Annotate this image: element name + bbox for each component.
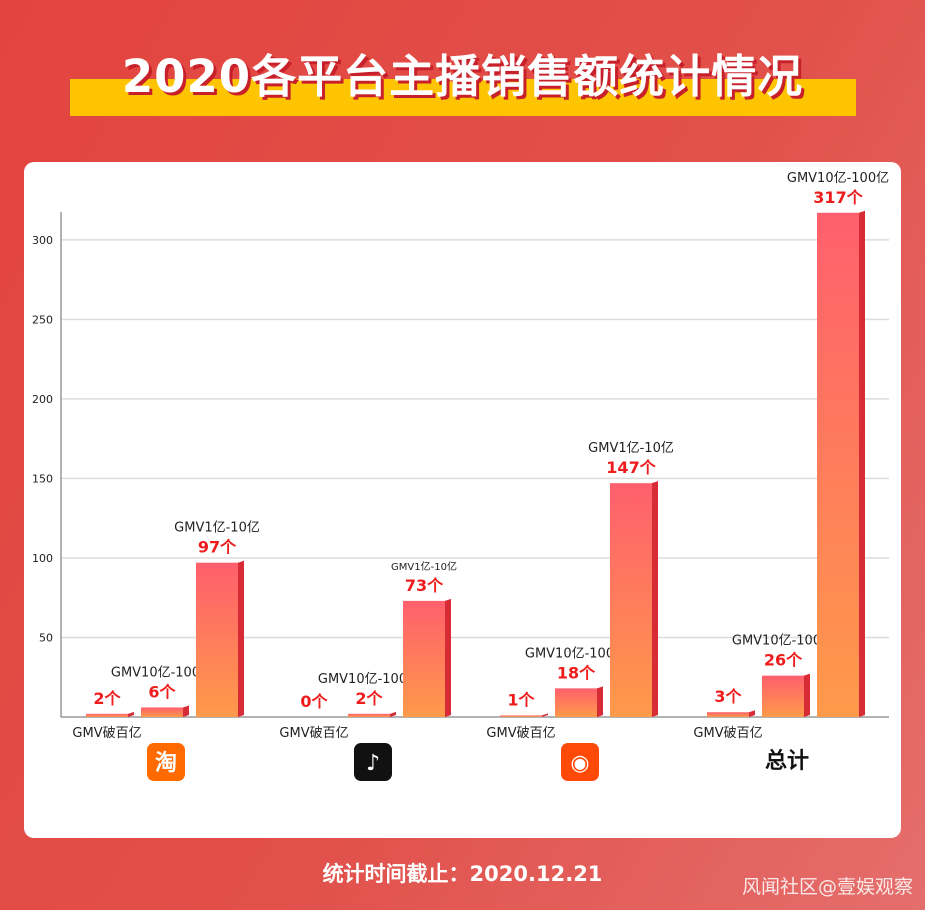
data-label-tier: GMV1亿-10亿 [174, 521, 260, 536]
y-tick-label: 150 [32, 472, 53, 485]
bar [403, 600, 445, 717]
y-tick-label: 100 [32, 552, 53, 565]
douyin-icon-glyph: ♪ [366, 751, 380, 776]
data-label-count: 2个 [355, 689, 383, 708]
bar [762, 675, 804, 717]
bar [348, 713, 390, 717]
taobao-icon [147, 743, 185, 781]
data-label-tier: GMV10亿-100亿 [318, 672, 420, 687]
data-label-tier: GMV10亿-100亿 [787, 171, 889, 186]
bar-chart: 50 100 150 200 250 300 2个 GMV破百亿 6个 GMV10亿-100亿 97… [32, 171, 889, 781]
chart-card: 50 100 150 200 250 300 2个 GMV破百亿 6个 GMV10亿-100亿 97… [24, 162, 901, 838]
data-label-tier: GMV破百亿 [486, 726, 555, 741]
data-label-count: 97个 [198, 538, 237, 557]
bar-side [445, 598, 451, 717]
taobao-icon-glyph: 淘 [155, 750, 177, 776]
data-label-count: 317个 [813, 188, 863, 207]
douyin-icon [354, 743, 392, 781]
data-label-tier: GMV破百亿 [279, 726, 348, 741]
footer-date: 统计时间截止：2020.12.21 [322, 862, 603, 886]
bar-side [542, 713, 548, 717]
data-label-tier: GMV破百亿 [693, 726, 762, 741]
bar [707, 712, 749, 717]
data-label-tier: GMV1亿-10亿 [588, 441, 674, 456]
bar [500, 715, 542, 717]
bar-side [804, 673, 810, 717]
bar [141, 707, 183, 717]
bar-side [597, 686, 603, 717]
title-highlight-bar [70, 79, 856, 116]
data-label-tier: GMV10亿-100亿 [732, 634, 834, 649]
bar [196, 562, 238, 717]
data-label-count: 1个 [507, 690, 535, 709]
bar [555, 688, 597, 717]
data-label-count: 3个 [714, 687, 742, 706]
data-label-count: 18个 [557, 663, 596, 682]
data-label-count: 0个 [300, 692, 328, 711]
data-label-tier: GMV10亿-100亿 [111, 665, 213, 680]
bar-side [749, 710, 755, 717]
bar-side [859, 210, 865, 717]
y-tick-label: 50 [39, 631, 53, 644]
bar-side [652, 481, 658, 717]
bar-side [390, 711, 396, 717]
bar-side [238, 560, 244, 717]
bar [86, 713, 128, 717]
data-label-tier: GMV10亿-100亿 [525, 646, 627, 661]
y-tick-label: 250 [32, 313, 53, 326]
bar [610, 483, 652, 717]
y-tick-label: 300 [32, 234, 53, 247]
y-tick-label: 200 [32, 393, 53, 406]
page-title: 2020各平台主播销售额统计情况 [121, 50, 804, 103]
data-label-tier: GMV破百亿 [72, 726, 141, 741]
kuaishou-icon-glyph: ◉ [570, 751, 589, 776]
watermark: 风闻社区@壹娱观察 [741, 876, 913, 898]
data-label-count: 2个 [93, 689, 121, 708]
kuaishou-icon [561, 743, 599, 781]
bar-side [183, 705, 189, 717]
data-label-tier: GMV1亿-10亿 [391, 560, 457, 573]
data-label-count: 26个 [764, 651, 803, 670]
category-label-total: 总计 [765, 748, 809, 774]
data-label-count: 6个 [148, 682, 176, 701]
data-label-count: 147个 [606, 458, 656, 477]
data-label-count: 73个 [405, 576, 444, 595]
bar [817, 212, 859, 717]
bar-side [128, 711, 134, 717]
